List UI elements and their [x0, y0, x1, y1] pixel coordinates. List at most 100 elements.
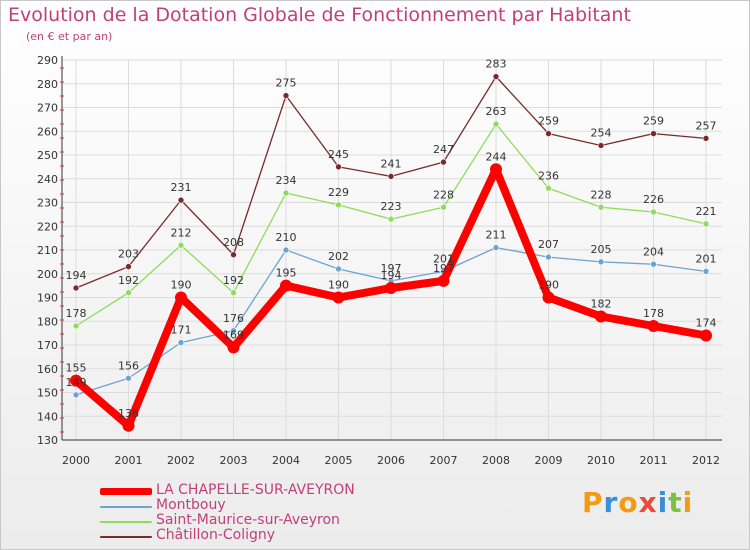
data-point — [335, 265, 342, 273]
data-point — [597, 258, 605, 266]
data-point — [597, 203, 605, 211]
y-tick-label: 220 — [37, 220, 58, 233]
logo-letter: r — [603, 486, 619, 519]
data-point — [72, 322, 80, 330]
data-point — [490, 163, 502, 176]
legend-label: Montbouy — [156, 497, 226, 513]
y-tick-label: 280 — [37, 78, 58, 91]
y-tick-label: 250 — [37, 149, 58, 162]
data-point — [230, 289, 237, 297]
data-label: 257 — [696, 119, 717, 132]
data-point — [650, 260, 657, 268]
data-point — [72, 284, 80, 292]
data-point — [282, 189, 290, 197]
data-point — [72, 391, 80, 399]
x-tick-label: 2009 — [535, 454, 563, 467]
x-tick-label: 2006 — [377, 454, 405, 467]
data-label: 208 — [223, 236, 244, 249]
data-label: 192 — [223, 274, 244, 287]
y-tick-label: 270 — [37, 102, 58, 115]
legend-label: Châtillon-Coligny — [156, 527, 276, 543]
data-point — [122, 419, 135, 432]
data-label: 190 — [538, 279, 559, 292]
data-label: 182 — [591, 298, 612, 311]
data-label: 195 — [276, 267, 297, 280]
data-label: 149 — [66, 376, 87, 389]
data-point — [125, 289, 132, 297]
data-label: 174 — [696, 317, 717, 330]
logo-letter: i — [682, 486, 694, 519]
data-label: 203 — [118, 248, 139, 261]
data-label: 190 — [171, 279, 192, 292]
data-point — [702, 220, 710, 228]
data-point — [700, 329, 712, 342]
data-label: 207 — [538, 238, 559, 251]
data-point — [387, 173, 395, 180]
data-point — [542, 291, 555, 304]
legend-label: Saint-Maurice-sur-Aveyron — [156, 512, 340, 528]
y-tick-label: 150 — [37, 387, 58, 400]
data-point — [440, 203, 447, 211]
x-tick-label: 2010 — [587, 454, 615, 467]
data-label: 176 — [223, 312, 244, 325]
data-label: 228 — [433, 188, 454, 201]
data-label: 223 — [381, 200, 402, 213]
data-label: 178 — [643, 307, 664, 320]
data-point — [545, 184, 552, 192]
data-point — [230, 327, 237, 335]
data-label: 221 — [696, 205, 717, 218]
data-label: 244 — [486, 150, 507, 163]
data-label: 212 — [171, 226, 192, 239]
data-label: 192 — [118, 274, 139, 287]
data-point — [335, 201, 342, 209]
legend-swatch — [100, 506, 152, 508]
data-point — [282, 246, 290, 254]
data-point — [125, 263, 132, 270]
data-point — [177, 196, 185, 204]
data-point — [650, 130, 657, 137]
data-point — [230, 251, 237, 259]
x-tick-label: 2008 — [482, 454, 510, 467]
data-label: 259 — [643, 115, 664, 128]
data-label: 155 — [66, 362, 87, 375]
data-point — [595, 310, 607, 323]
data-label: 210 — [276, 231, 297, 244]
chart-subtitle: (en € et par an) — [26, 30, 113, 43]
logo-letter: t — [668, 486, 683, 519]
data-label: 197 — [433, 262, 454, 275]
data-label: 231 — [171, 181, 192, 194]
data-label: 197 — [381, 262, 402, 275]
data-label: 202 — [328, 250, 349, 263]
data-label: 136 — [118, 407, 139, 420]
logo-letter: o — [618, 486, 639, 519]
data-point — [492, 120, 500, 128]
x-tick-label: 2004 — [272, 454, 300, 467]
chart-title: Evolution de la Dotation Globale de Fonc… — [8, 4, 631, 26]
data-point — [650, 208, 657, 216]
data-point — [545, 253, 552, 261]
data-point — [647, 320, 660, 332]
data-point — [545, 130, 552, 137]
data-point — [387, 215, 395, 223]
data-label: 205 — [591, 243, 612, 256]
data-label: 190 — [328, 279, 349, 292]
data-label: 211 — [486, 229, 507, 242]
y-tick-label: 130 — [37, 434, 58, 447]
data-label: 226 — [643, 193, 664, 206]
y-tick-label: 190 — [37, 292, 58, 305]
grid-layer — [62, 59, 722, 441]
legend-label: LA CHAPELLE-SUR-AVEYRON — [156, 482, 355, 498]
data-label: 229 — [328, 186, 349, 199]
x-tick-label: 2007 — [430, 454, 458, 467]
data-point — [177, 241, 185, 249]
data-point — [492, 73, 500, 80]
data-label: 178 — [66, 307, 87, 320]
data-label: 194 — [381, 269, 402, 282]
y-tick-label: 290 — [37, 54, 58, 67]
y-tick-label: 140 — [37, 410, 58, 423]
data-label: 241 — [381, 157, 402, 170]
data-point — [437, 274, 450, 287]
x-tick-label: 2003 — [220, 454, 248, 467]
data-label: 254 — [591, 127, 612, 140]
logo-letter: i — [657, 486, 669, 519]
